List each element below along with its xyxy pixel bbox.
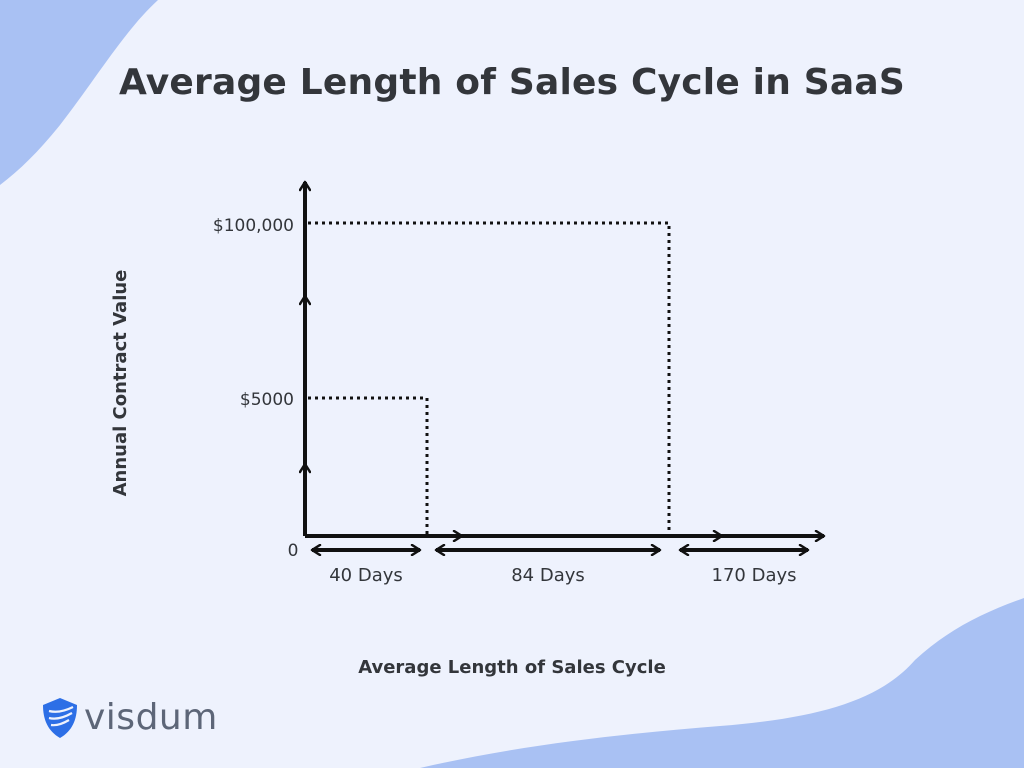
guide-100000-84days: [308, 221, 671, 534]
brand-logo: visdum: [40, 694, 218, 742]
bottom-right-wave: [420, 598, 1024, 768]
guide-5000-40days: [308, 396, 429, 534]
brand-name: visdum: [84, 697, 218, 738]
y-tick-5000: $5000: [240, 390, 294, 410]
shield-icon: [43, 698, 77, 738]
y-axis-label: Annual Contract Value: [110, 270, 131, 497]
y-tick-0: 0: [288, 541, 299, 561]
x-axis-label: Average Length of Sales Cycle: [358, 657, 666, 678]
chart-title: Average Length of Sales Cycle in SaaS: [118, 62, 906, 103]
y-tick-100000: $100,000: [213, 216, 294, 236]
segment-label-84: 84 Days: [511, 565, 585, 586]
top-left-wave: [0, 0, 158, 185]
segment-label-170: 170 Days: [712, 565, 797, 586]
segment-label-40: 40 Days: [329, 565, 403, 586]
